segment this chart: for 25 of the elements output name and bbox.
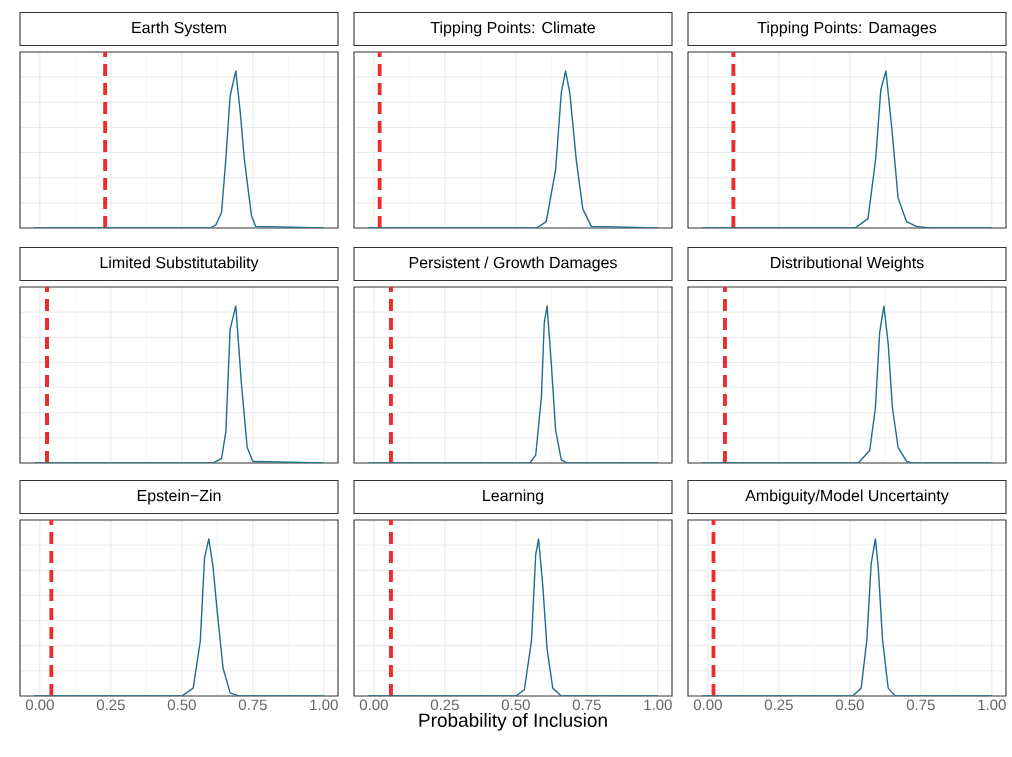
chart-title: Distributional Weights (771, 256, 924, 272)
chart-title: Epstein−Zin (137, 489, 221, 505)
chart-title: Tipping Points: Damages (757, 21, 937, 37)
x-tick-label: 1.00 (310, 699, 338, 711)
x-tick-label: 0.25 (764, 699, 793, 711)
x-tick-label: 0.50 (167, 699, 196, 711)
x-tick-label: 0.25 (430, 699, 459, 711)
x-tick-label: 0.00 (25, 699, 54, 711)
x-tick-label: 0.50 (835, 699, 864, 711)
x-tick-label: 0.00 (693, 699, 722, 711)
x-tick-label: 0.50 (501, 699, 530, 711)
chart-title: Limited Substitutability (100, 256, 259, 272)
x-tick-label: 1.00 (644, 699, 672, 711)
x-tick-label: 1.00 (978, 699, 1006, 711)
chart-title: Learning (483, 489, 544, 505)
x-tick-label: 0.00 (359, 699, 388, 711)
x-tick-label: 0.75 (238, 699, 267, 711)
chart-title: Earth System (132, 21, 226, 37)
x-tick-label: 0.25 (96, 699, 125, 711)
x-tick-label: 0.75 (572, 699, 601, 711)
x-axis-title: Probability of Inclusion (419, 713, 607, 731)
chart-title: Ambiguity/Model Uncertainty (745, 489, 949, 505)
chart-title: Tipping Points: Climate (430, 21, 595, 37)
x-tick-label: 0.75 (906, 699, 935, 711)
chart-title: Persistent / Growth Damages (409, 256, 617, 272)
